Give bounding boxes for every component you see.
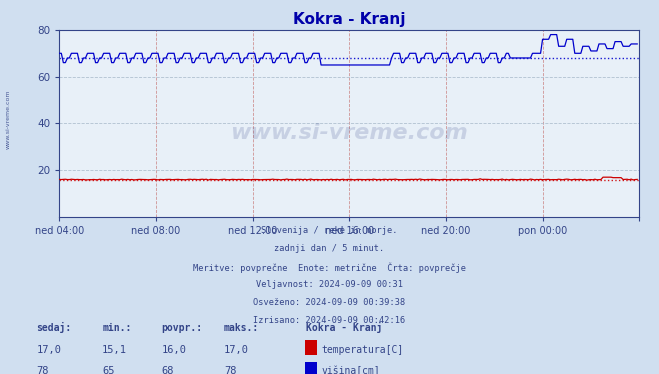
Text: Izrisano: 2024-09-09 00:42:16: Izrisano: 2024-09-09 00:42:16 <box>253 316 406 325</box>
Title: Kokra - Kranj: Kokra - Kranj <box>293 12 405 27</box>
Text: 65: 65 <box>102 367 115 374</box>
Text: Veljavnost: 2024-09-09 00:31: Veljavnost: 2024-09-09 00:31 <box>256 280 403 289</box>
Text: Osveženo: 2024-09-09 00:39:38: Osveženo: 2024-09-09 00:39:38 <box>253 298 406 307</box>
Text: 68: 68 <box>161 367 174 374</box>
Text: 78: 78 <box>224 367 237 374</box>
Text: Kokra - Kranj: Kokra - Kranj <box>306 322 383 333</box>
Text: 78: 78 <box>36 367 49 374</box>
Text: zadnji dan / 5 minut.: zadnji dan / 5 minut. <box>274 244 385 253</box>
Text: 15,1: 15,1 <box>102 345 127 355</box>
Text: povpr.:: povpr.: <box>161 323 202 333</box>
Text: višina[cm]: višina[cm] <box>322 366 380 374</box>
Text: sedaj:: sedaj: <box>36 322 71 333</box>
Text: 17,0: 17,0 <box>36 345 61 355</box>
Text: maks.:: maks.: <box>224 323 259 333</box>
Text: min.:: min.: <box>102 323 132 333</box>
Text: Slovenija / reke in morje.: Slovenija / reke in morje. <box>261 226 398 235</box>
Text: temperatura[C]: temperatura[C] <box>322 345 404 355</box>
Text: 16,0: 16,0 <box>161 345 186 355</box>
Text: www.si-vreme.com: www.si-vreme.com <box>5 90 11 150</box>
Text: www.si-vreme.com: www.si-vreme.com <box>231 123 468 143</box>
Text: Meritve: povprečne  Enote: metrične  Črta: povprečje: Meritve: povprečne Enote: metrične Črta:… <box>193 262 466 273</box>
Text: 17,0: 17,0 <box>224 345 249 355</box>
